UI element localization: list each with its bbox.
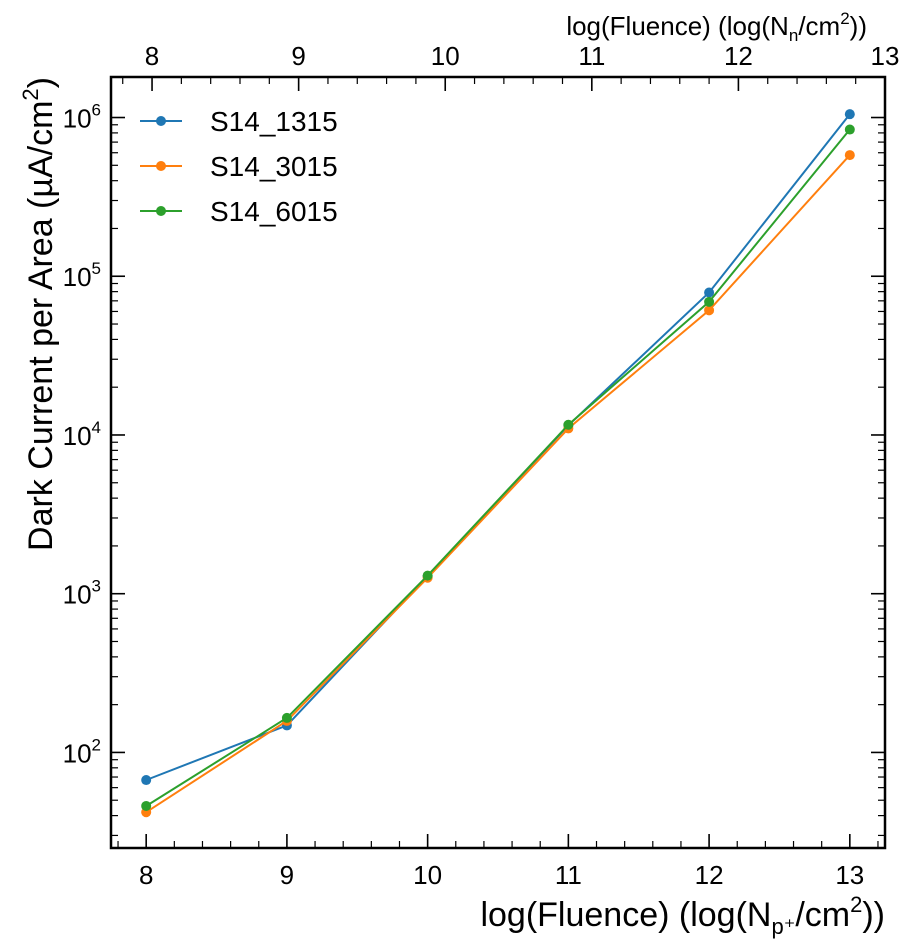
ticks-layer (111, 77, 886, 848)
x-tick-label: 10 (413, 860, 442, 890)
data-point-S14_6015 (704, 296, 715, 307)
x-tick-label: 12 (695, 860, 724, 890)
x-tick-label: 8 (139, 860, 153, 890)
data-point-S14_6015 (141, 800, 152, 811)
data-point-S14_6015 (422, 570, 433, 581)
data-point-S14_6015 (563, 419, 574, 430)
data-point-S14_3015 (844, 150, 855, 161)
data-point-S14_6015 (844, 124, 855, 135)
data-point-S14_1315 (704, 287, 715, 298)
top-tick-label: 10 (431, 41, 460, 71)
data-point-S14_6015 (281, 712, 292, 723)
top-tick-label: 11 (578, 41, 605, 71)
x-tick-label: 9 (280, 860, 294, 890)
legend: S14_1315 S14_3015 S14_6015 (140, 106, 338, 227)
legend-label-S14_1315: S14_1315 (210, 106, 338, 137)
legend-label-S14_6015: S14_6015 (210, 196, 338, 227)
x-axis-title: log(Fluence) (log(Np⁺/cm2)) (480, 892, 885, 939)
legend-label-S14_3015: S14_3015 (210, 151, 338, 182)
data-point-S14_1315 (844, 109, 855, 120)
top-tick-label: 8 (145, 41, 159, 71)
legend-marker-S14_1315 (156, 116, 166, 126)
y-axis-title: Dark Current per Area (µA/cm2) (18, 77, 60, 551)
series-line-S14_6015 (145, 128, 851, 807)
top-tick-label: 9 (291, 41, 305, 71)
series-layer (141, 109, 855, 818)
series-line-S14_3015 (145, 154, 851, 814)
x-tick-label: 13 (835, 860, 864, 890)
labels-layer: 8 9 10 11 12 13 8 9 10 11 12 13 102 103 104 105 106 log(F… (18, 9, 899, 939)
y-tick-label: 106 (63, 101, 101, 134)
data-point-S14_1315 (141, 775, 152, 786)
x-tick-label: 11 (555, 860, 582, 890)
legend-marker-S14_6015 (156, 206, 166, 216)
data-point-S14_3015 (704, 305, 715, 316)
y-tick-label: 102 (63, 735, 101, 768)
legend-marker-S14_3015 (156, 161, 166, 171)
y-tick-label: 104 (63, 418, 101, 451)
plot-frame (109, 75, 887, 850)
top-tick-label: 13 (871, 41, 900, 71)
y-tick-label: 103 (63, 577, 101, 610)
y-tick-label: 105 (63, 259, 101, 292)
top-tick-label: 12 (724, 41, 753, 71)
top-axis-title: log(Fluence) (log(Nn/cm2)) (566, 9, 867, 45)
